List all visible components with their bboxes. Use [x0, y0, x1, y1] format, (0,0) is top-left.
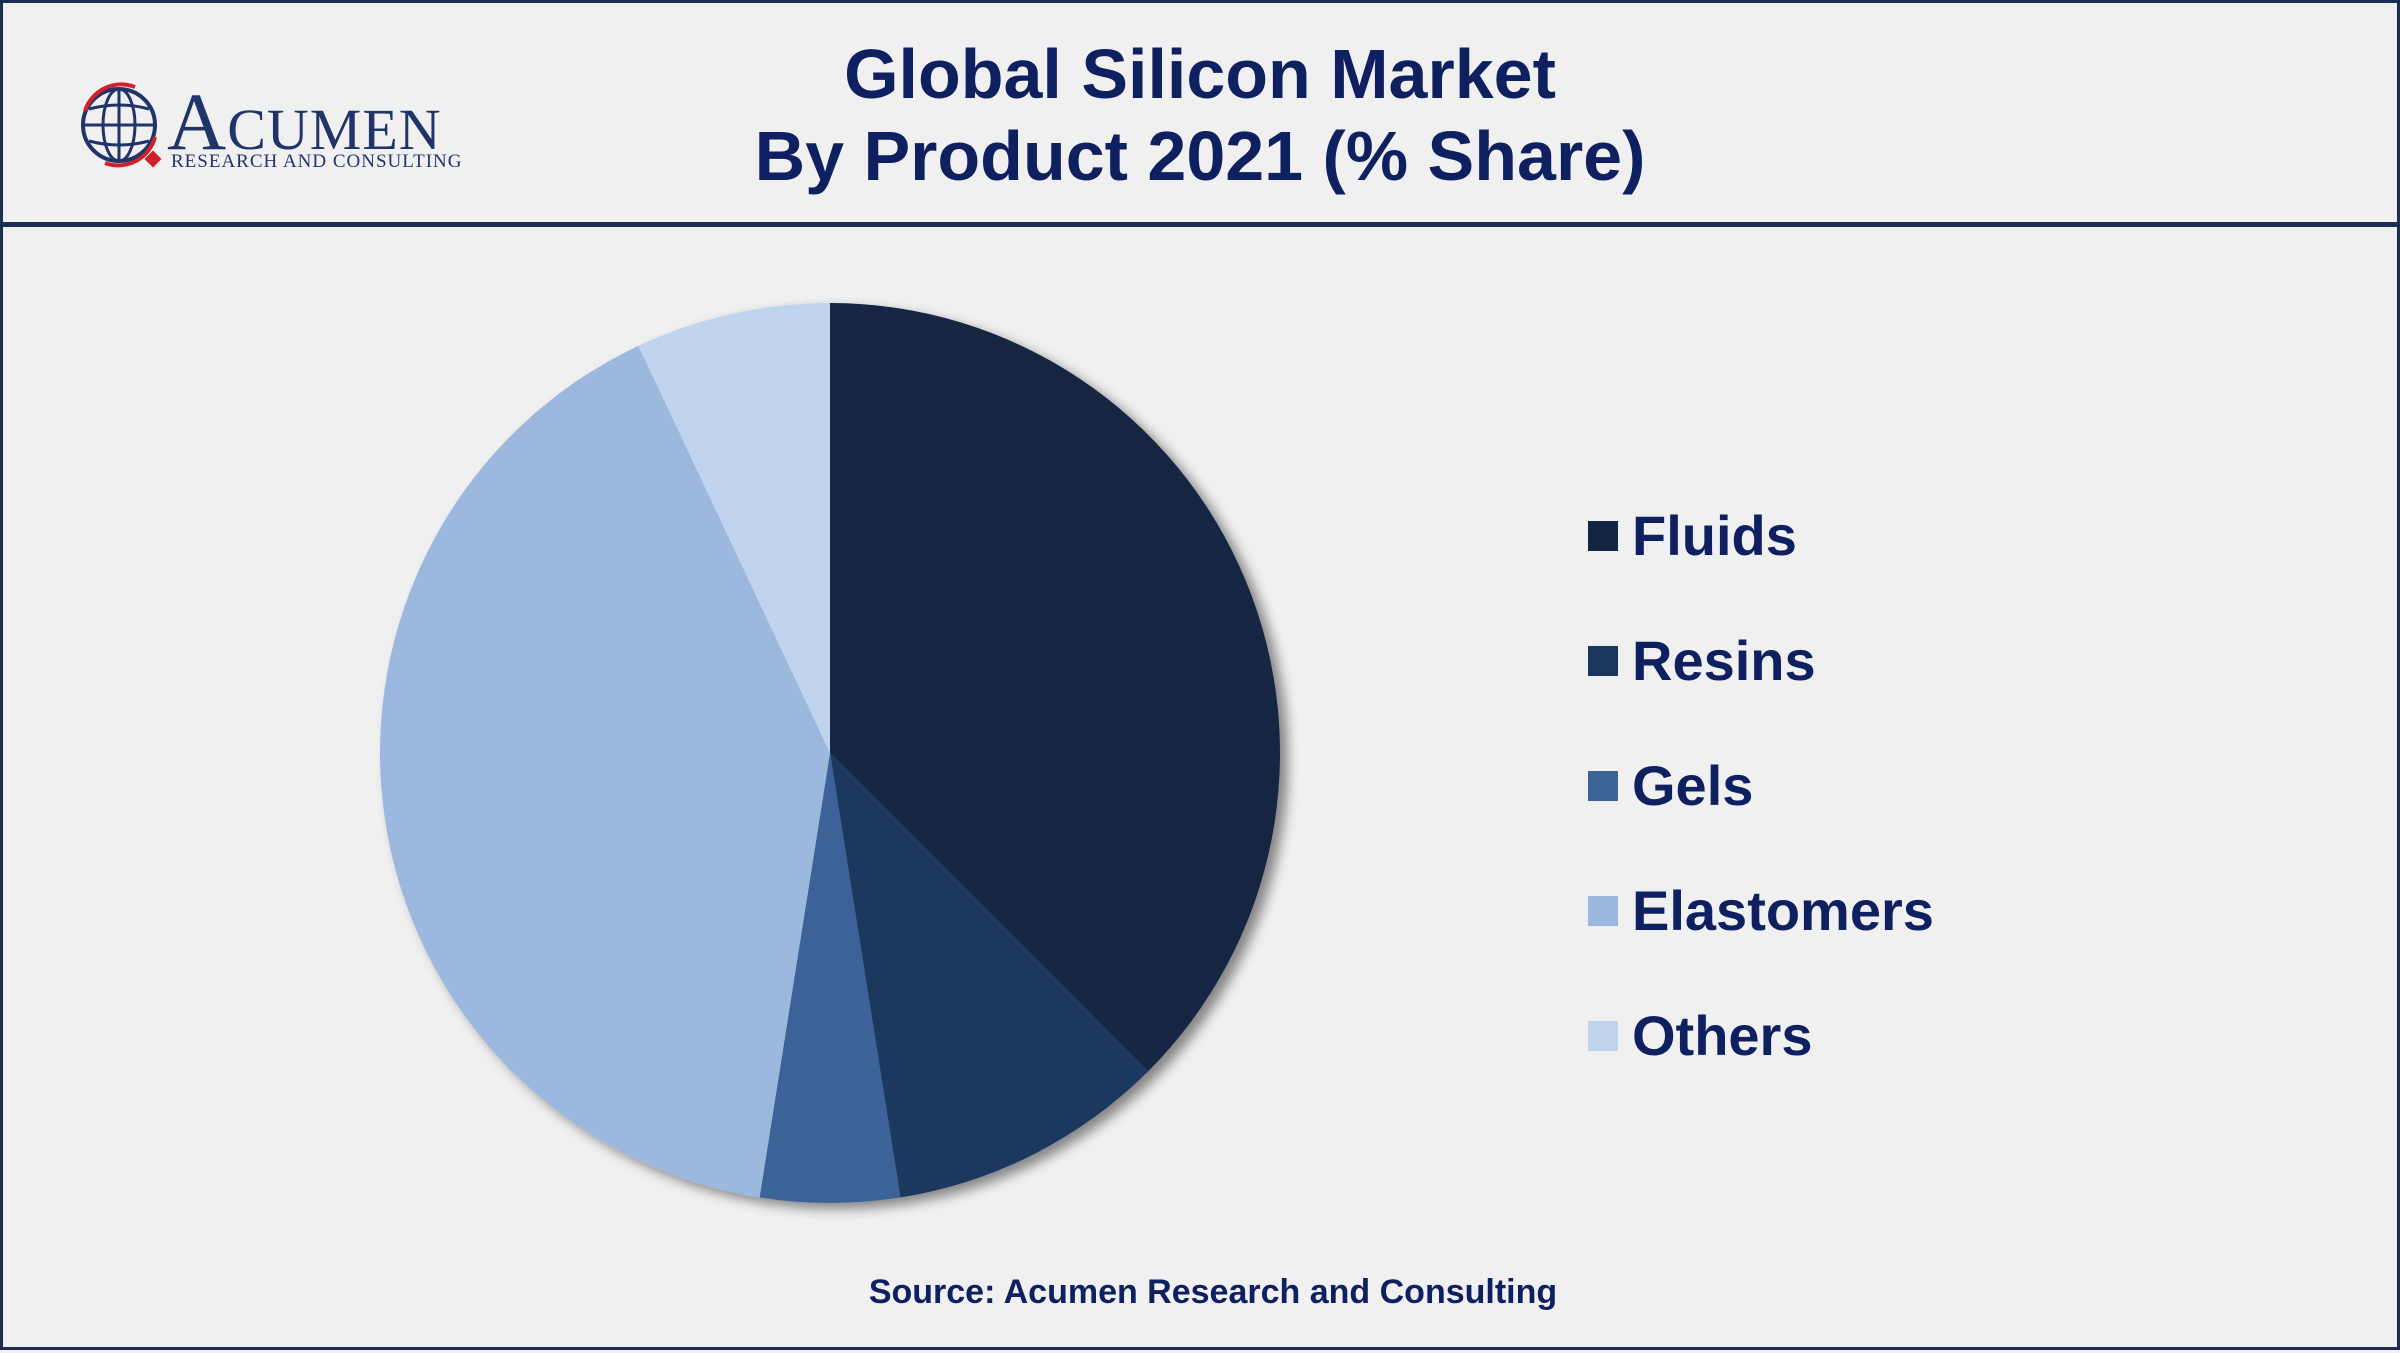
- legend-swatch: [1588, 1020, 1618, 1051]
- pie-slice-gels: [759, 753, 901, 1203]
- legend-label: Gels: [1632, 754, 1754, 817]
- legend-label: Elastomers: [1632, 879, 1934, 942]
- header: ACUMEN RESEARCH AND CONSULTING Global Si…: [3, 3, 2397, 227]
- logo-subtitle: RESEARCH AND CONSULTING: [171, 151, 463, 172]
- pie-slice-others: [638, 303, 830, 753]
- logo-initial: A: [167, 76, 228, 167]
- legend-item-elastomers: Elastomers: [1588, 848, 1934, 973]
- chart-title: Global Silicon Market By Product 2021 (%…: [3, 33, 2397, 197]
- legend-label: Others: [1632, 1004, 1813, 1067]
- pie-slice-resins: [830, 753, 1149, 1198]
- pie-slice-elastomers: [379, 345, 830, 1198]
- legend-label: Fluids: [1632, 504, 1797, 567]
- legend-item-fluids: Fluids: [1588, 473, 1934, 598]
- chart-title-line1: Global Silicon Market: [844, 35, 1556, 113]
- legend-item-others: Others: [1588, 973, 1934, 1098]
- company-logo: ACUMEN RESEARCH AND CONSULTING: [75, 73, 475, 183]
- chart-title-line2: By Product 2021 (% Share): [754, 117, 1646, 195]
- legend-swatch: [1588, 895, 1618, 926]
- legend-swatch: [1588, 520, 1618, 551]
- pie-slice-fluids: [830, 303, 1280, 1072]
- legend: Fluids Resins Gels Elastomers Others: [1588, 473, 1934, 1098]
- source-note: Source: Acumen Research and Consulting: [868, 1273, 1558, 1311]
- legend-label: Resins: [1632, 629, 1816, 692]
- globe-icon: [81, 82, 162, 168]
- legend-item-gels: Gels: [1588, 723, 1934, 848]
- legend-swatch: [1588, 770, 1618, 801]
- logo-wordmark: ACUMEN: [167, 75, 442, 169]
- legend-swatch: [1588, 645, 1618, 676]
- logo-name-rest: CUMEN: [227, 97, 442, 162]
- pie-chart: [379, 303, 1280, 1203]
- legend-item-resins: Resins: [1588, 598, 1934, 723]
